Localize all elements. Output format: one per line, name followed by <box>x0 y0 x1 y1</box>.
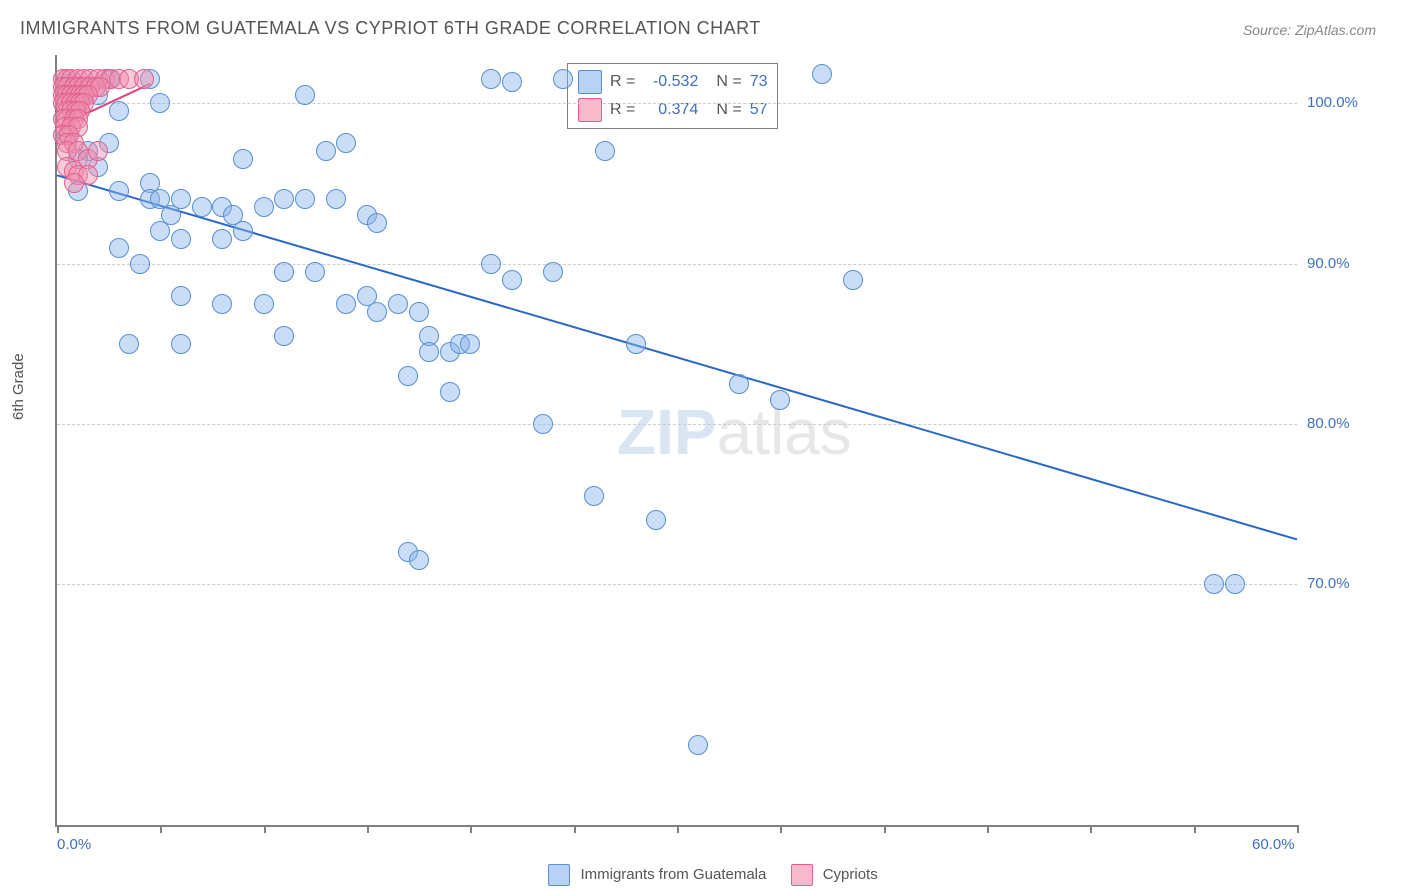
data-point <box>1225 574 1245 594</box>
xtick <box>367 825 369 833</box>
data-point <box>233 221 253 241</box>
data-point <box>1204 574 1224 594</box>
data-point <box>212 294 232 314</box>
legend-swatch-pink-icon <box>791 864 813 886</box>
ytick-label: 90.0% <box>1307 255 1367 272</box>
data-point <box>254 294 274 314</box>
data-point <box>171 286 191 306</box>
data-point <box>533 414 553 434</box>
data-point <box>367 302 387 322</box>
data-point <box>150 221 170 241</box>
data-point <box>109 181 129 201</box>
xtick <box>574 825 576 833</box>
xtick <box>470 825 472 833</box>
xtick <box>1297 825 1299 833</box>
data-point <box>729 374 749 394</box>
data-point <box>233 149 253 169</box>
data-point <box>543 262 563 282</box>
data-point <box>274 262 294 282</box>
data-point <box>171 189 191 209</box>
data-point <box>326 189 346 209</box>
data-point <box>481 69 501 89</box>
data-point <box>295 189 315 209</box>
data-point <box>584 486 604 506</box>
data-point <box>419 342 439 362</box>
data-point <box>109 238 129 258</box>
data-point <box>646 510 666 530</box>
data-point <box>254 197 274 217</box>
xtick-label: 0.0% <box>57 836 91 853</box>
xtick <box>1090 825 1092 833</box>
legend-label-guatemala: Immigrants from Guatemala <box>580 866 766 883</box>
data-point <box>688 735 708 755</box>
data-point <box>770 390 790 410</box>
data-point <box>134 69 154 89</box>
ytick-label: 80.0% <box>1307 415 1367 432</box>
data-point <box>88 141 108 161</box>
chart-title: IMMIGRANTS FROM GUATEMALA VS CYPRIOT 6TH… <box>20 18 761 39</box>
data-point <box>481 254 501 274</box>
xtick <box>780 825 782 833</box>
data-point <box>460 334 480 354</box>
plot-area: R = -0.532 N = 73 R = 0.374 N = 57 ZIPat… <box>55 55 1297 827</box>
data-point <box>388 294 408 314</box>
data-point <box>398 366 418 386</box>
data-point <box>409 550 429 570</box>
legend-swatch-blue-icon <box>548 864 570 886</box>
data-point <box>409 302 429 322</box>
data-point <box>553 69 573 89</box>
xtick <box>57 825 59 833</box>
data-point <box>212 229 232 249</box>
bottom-legend: Immigrants from Guatemala Cypriots <box>0 864 1406 886</box>
ytick-label: 70.0% <box>1307 575 1367 592</box>
data-point <box>109 101 129 121</box>
xtick-label: 60.0% <box>1252 836 1295 853</box>
data-point <box>171 334 191 354</box>
data-point <box>274 326 294 346</box>
data-point <box>595 141 615 161</box>
data-point <box>812 64 832 84</box>
data-point <box>502 72 522 92</box>
data-point <box>192 197 212 217</box>
y-axis-label: 6th Grade <box>10 353 27 420</box>
data-point <box>843 270 863 290</box>
data-point <box>274 189 294 209</box>
trendlines <box>57 55 1297 825</box>
xtick <box>264 825 266 833</box>
data-point <box>440 382 460 402</box>
data-point <box>336 294 356 314</box>
ytick-label: 100.0% <box>1307 94 1367 111</box>
legend-label-cypriots: Cypriots <box>823 866 878 883</box>
data-point <box>119 334 139 354</box>
data-point <box>367 213 387 233</box>
xtick <box>884 825 886 833</box>
xtick <box>677 825 679 833</box>
data-point <box>150 93 170 113</box>
data-point <box>295 85 315 105</box>
data-point <box>502 270 522 290</box>
data-point <box>171 229 191 249</box>
source-label: Source: ZipAtlas.com <box>1243 22 1376 38</box>
xtick <box>160 825 162 833</box>
data-point <box>305 262 325 282</box>
xtick <box>1194 825 1196 833</box>
data-point <box>316 141 336 161</box>
data-point <box>626 334 646 354</box>
data-point <box>336 133 356 153</box>
xtick <box>987 825 989 833</box>
data-point <box>130 254 150 274</box>
data-point <box>64 173 84 193</box>
